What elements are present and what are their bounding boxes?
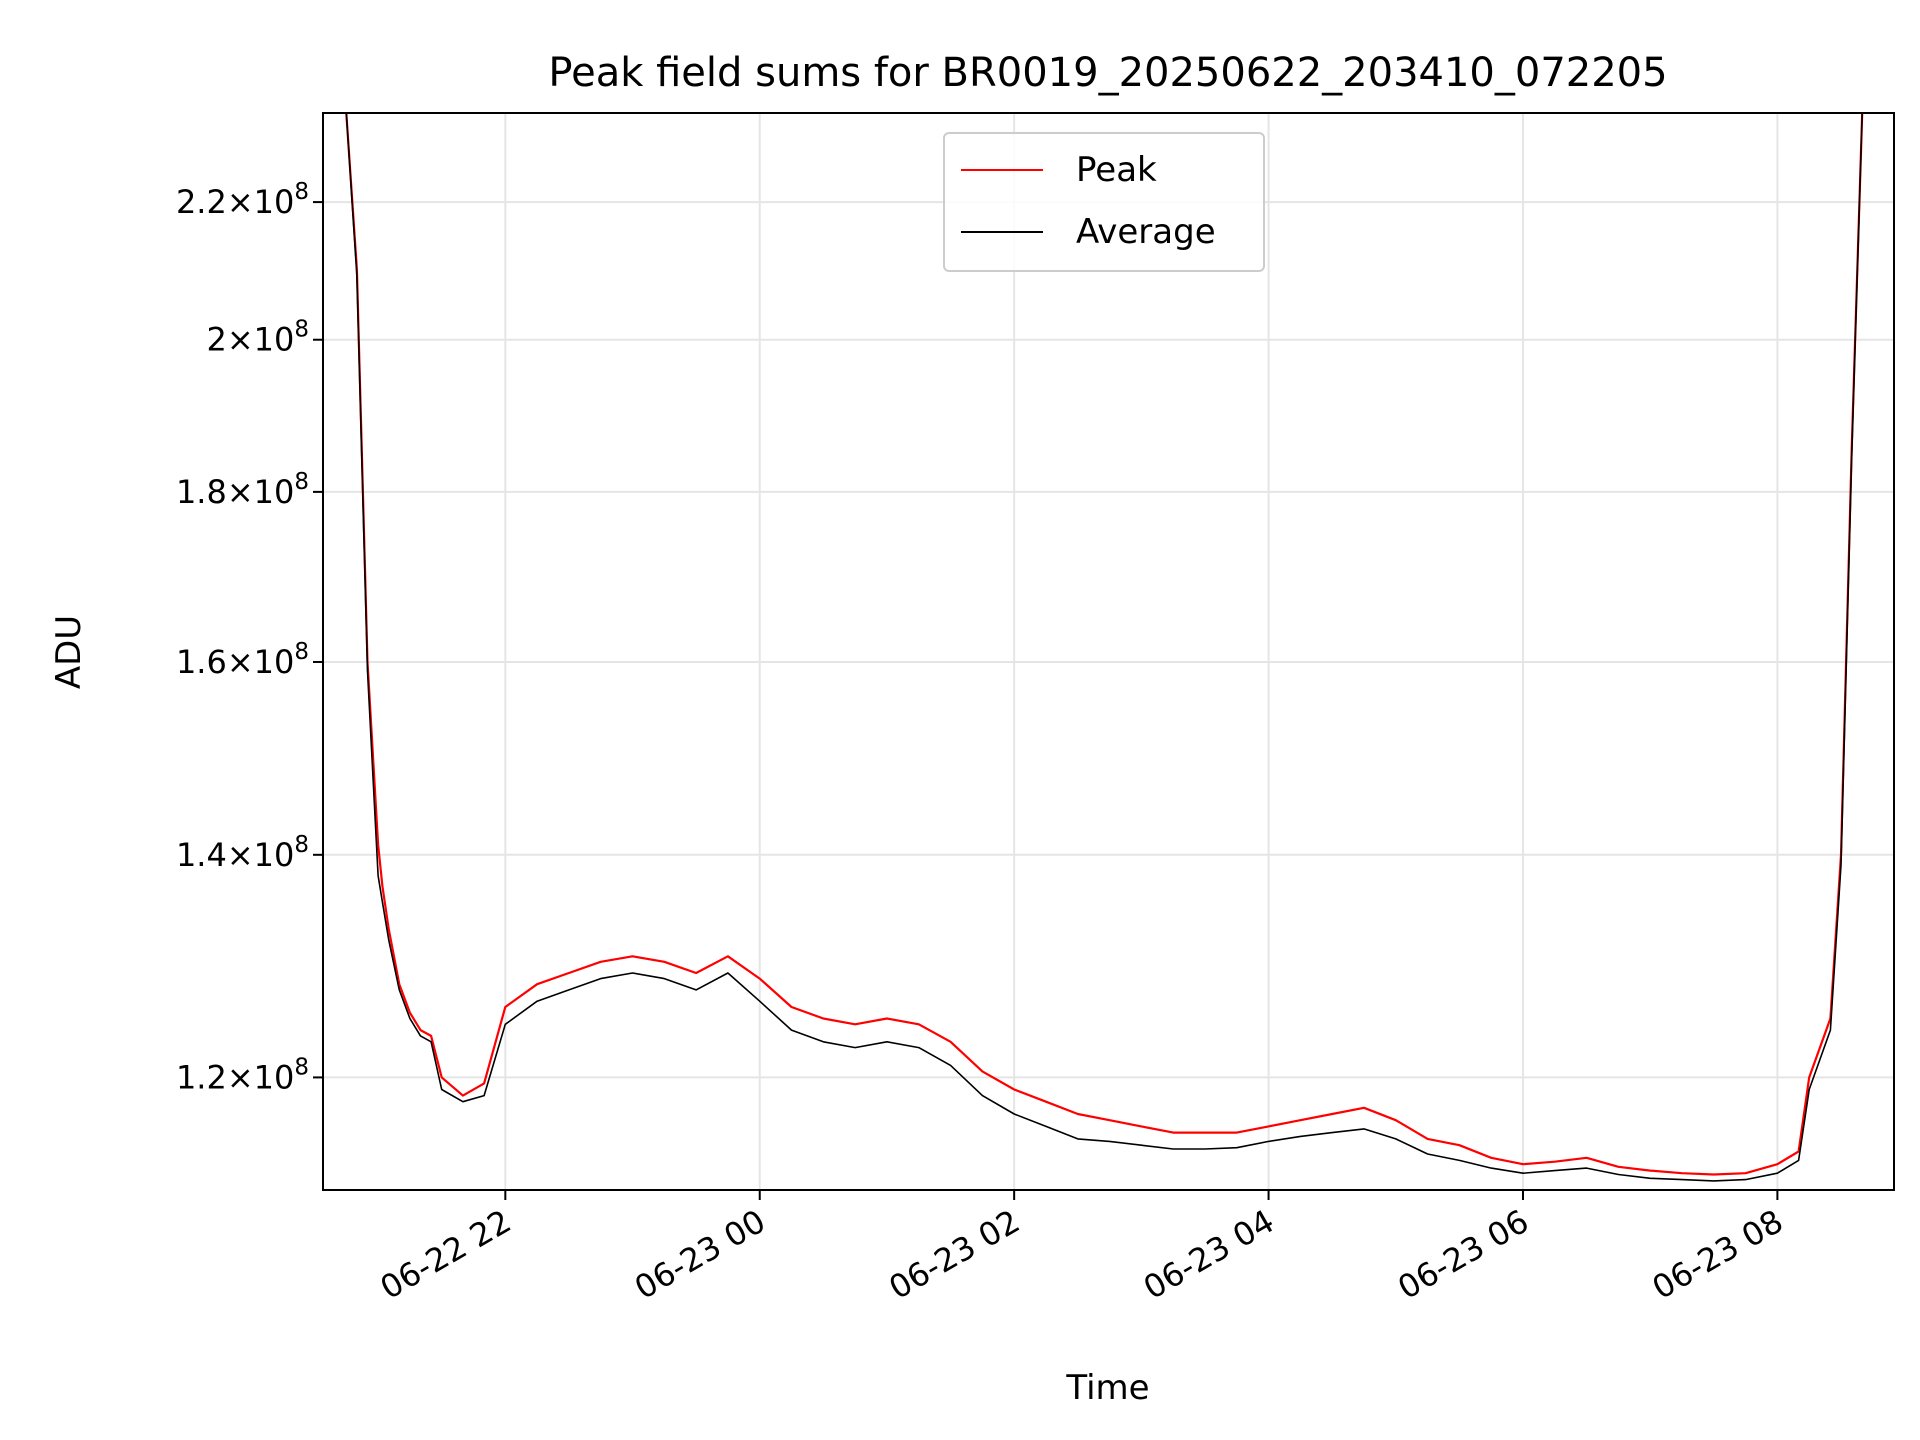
series-line-peak — [345, 113, 1864, 1176]
y-tick-label: 1.6×108 — [176, 639, 309, 681]
y-axis-label: ADU — [49, 615, 89, 689]
y-tick-times: ×10 — [227, 836, 295, 874]
plot-frame — [322, 112, 1895, 1191]
x-tick-label: 06-23 04 — [1137, 1202, 1281, 1307]
series-layer — [345, 113, 1864, 1182]
chart-title: Peak field sums for BR0019_20250622_2034… — [548, 50, 1667, 96]
y-tick-exponent: 8 — [294, 469, 309, 495]
y-tick-mantissa: 1.4 — [176, 836, 227, 874]
x-tick-label: 06-22 22 — [374, 1202, 518, 1307]
y-tick-label: 2×108 — [206, 317, 309, 359]
y-tick-mantissa: 2 — [206, 321, 226, 359]
y-tick-exponent: 8 — [294, 179, 309, 205]
y-tick-label: 1.8×108 — [176, 469, 309, 511]
legend: Peak Average — [943, 132, 1265, 272]
y-tick-times: ×10 — [227, 183, 295, 221]
grid-lines — [323, 113, 1894, 1190]
y-tick-times: ×10 — [227, 643, 295, 681]
x-tick-label: 06-23 08 — [1646, 1202, 1790, 1307]
y-tick-mantissa: 1.2 — [176, 1058, 227, 1096]
y-tick-label: 2.2×108 — [176, 179, 309, 221]
y-tick-exponent: 8 — [294, 832, 309, 858]
y-tick-mantissa: 2.2 — [176, 183, 227, 221]
legend-label-peak: Peak — [1076, 150, 1157, 190]
y-tick-exponent: 8 — [294, 1054, 309, 1080]
series-line-average — [345, 113, 1863, 1182]
y-tick-times: ×10 — [227, 1058, 295, 1096]
x-axis-label: Time — [1065, 1368, 1149, 1408]
x-tick-label: 06-23 00 — [628, 1202, 772, 1307]
x-tick-label: 06-23 06 — [1391, 1202, 1535, 1307]
y-tick-exponent: 8 — [294, 639, 309, 665]
y-tick-label: 1.4×108 — [176, 832, 309, 874]
x-tick-label: 06-23 02 — [883, 1202, 1027, 1307]
y-tick-label: 1.2×108 — [176, 1054, 309, 1096]
y-tick-mantissa: 1.6 — [176, 643, 227, 681]
y-tick-times: ×10 — [227, 473, 295, 511]
legend-label-average: Average — [1076, 212, 1216, 252]
y-tick-mantissa: 1.8 — [176, 473, 227, 511]
axis-ticks: 06-22 22 06-23 00 06-23 02 06-23 04 06-23 06… — [176, 179, 1789, 1307]
y-tick-times: ×10 — [227, 321, 295, 359]
y-tick-exponent: 8 — [294, 317, 309, 343]
legend-box — [943, 132, 1265, 272]
